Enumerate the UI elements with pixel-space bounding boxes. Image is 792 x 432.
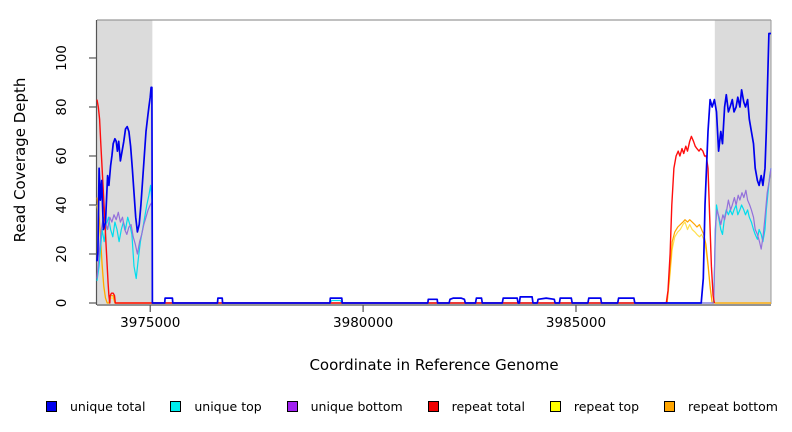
y-tick-label: 0 <box>54 299 70 308</box>
unique-total-swatch-icon <box>46 401 57 412</box>
x-tick-label: 3980000 <box>333 315 393 331</box>
y-tick-label: 80 <box>54 98 70 115</box>
legend-item-unique-top: unique top <box>170 399 262 414</box>
repeat-top-swatch-icon <box>549 401 561 412</box>
series-unique-bottom <box>96 168 772 304</box>
repeat-bottom-swatch-icon <box>664 401 676 412</box>
y-tick-label: 40 <box>54 196 70 213</box>
legend-label: unique top <box>194 399 262 414</box>
coverage-plot: 0 20 40 60 80 100 3975000 3980000 3985000 <box>54 19 772 331</box>
legend-item-unique-total: unique total <box>46 399 145 414</box>
x-tick-label: 3975000 <box>120 315 180 331</box>
legend-label: unique bottom <box>310 399 403 414</box>
legend-label: repeat total <box>451 399 525 414</box>
y-tick-label: 20 <box>54 245 70 262</box>
y-tick-label: 100 <box>54 45 70 71</box>
y-axis-label: Read Coverage Depth <box>11 77 29 243</box>
repeat-total-swatch-icon <box>427 401 439 412</box>
x-tick-label: 3985000 <box>546 315 606 331</box>
series-unique-total <box>96 32 771 304</box>
y-tick-label: 60 <box>54 147 70 164</box>
legend-label: unique total <box>70 399 146 414</box>
x-axis-label: Coordinate in Reference Genome <box>309 356 559 374</box>
legend-item-repeat-top: repeat top <box>549 399 640 414</box>
legend-item-repeat-total: repeat total <box>427 399 525 414</box>
legend-item-unique-bottom: unique bottom <box>286 399 403 414</box>
series-repeat-total <box>96 99 716 304</box>
legend-label: repeat bottom <box>688 399 778 414</box>
legend: unique total unique top unique bottom re… <box>0 399 792 414</box>
shaded-region <box>714 20 771 304</box>
unique-bottom-swatch-icon <box>286 401 298 412</box>
series-repeat-bottom <box>96 197 771 304</box>
unique-top-swatch-icon <box>170 401 182 412</box>
legend-label: repeat top <box>573 399 640 414</box>
series-unique-top <box>96 168 772 304</box>
legend-item-repeat-bottom: repeat bottom <box>664 399 778 414</box>
